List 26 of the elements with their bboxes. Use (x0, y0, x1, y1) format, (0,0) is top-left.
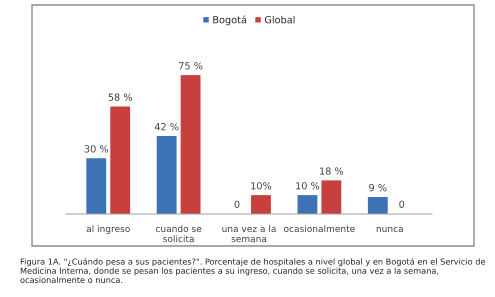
bar (251, 195, 271, 214)
bar (110, 106, 130, 214)
x-tick-label: una vez a la semana (222, 225, 276, 242)
data-label: 18 % (320, 167, 344, 175)
data-label: 10 % (296, 182, 320, 190)
data-label: 10% (251, 182, 272, 190)
data-label: 0 (234, 200, 240, 208)
data-label: 9 % (369, 184, 387, 192)
data-label: 42 % (154, 123, 178, 130)
data-label: 58 % (108, 94, 132, 101)
x-tick-label: ocasionalmente (284, 225, 355, 232)
text: Figura 1A. "¿Cuándo pesa a sus pacientes?". Porcentaje de hospitales a nivel global y en Bogotá en el Servicio de Medicina Interna, donde se pesan los pacientes a su ingreso, cuando se solicita, una vez a la semana, ocasionalmente o nunca. (20, 258, 486, 284)
bar (321, 180, 342, 214)
bar (297, 195, 318, 214)
bar (86, 158, 106, 214)
legend-label: Global (264, 16, 294, 24)
x-tick-label: al ingreso (86, 225, 130, 234)
bar (180, 75, 201, 214)
legend-label: Bogotá (213, 15, 246, 26)
x-tick-label: cuando se solicita (156, 225, 202, 242)
data-label: 75 % (179, 62, 202, 70)
bar (156, 136, 177, 214)
data-label: 0 (399, 200, 404, 208)
x-tick-label: nunca (376, 226, 403, 232)
data-label: 30 % (84, 145, 108, 153)
bar (368, 196, 388, 214)
